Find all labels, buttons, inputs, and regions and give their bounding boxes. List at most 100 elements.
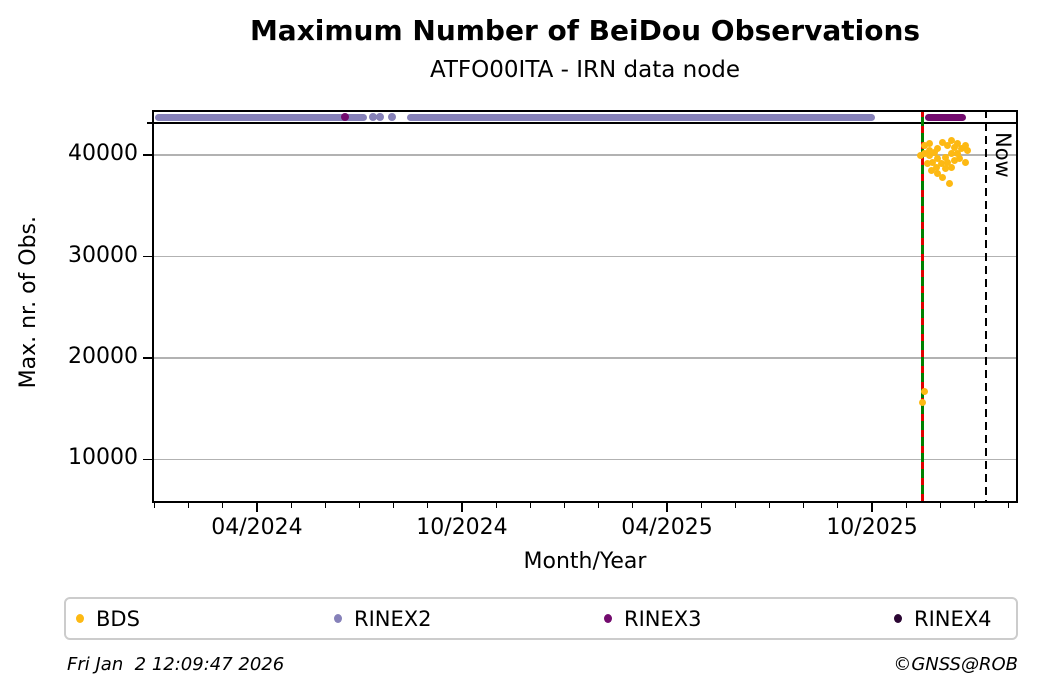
legend-label-rinex3: RINEX3 bbox=[624, 606, 702, 631]
footer-timestamp: Fri Jan 2 12:09:47 2026 bbox=[67, 654, 285, 675]
x-major-tick bbox=[256, 503, 258, 512]
legend-marker-rinex3 bbox=[604, 614, 612, 623]
x-minor-tick bbox=[324, 503, 326, 508]
legend-marker-rinex4 bbox=[894, 614, 902, 623]
bds-point bbox=[928, 166, 936, 174]
x-major-tick bbox=[666, 503, 668, 512]
now-line bbox=[985, 110, 988, 503]
bds-point bbox=[919, 399, 927, 407]
bds-point bbox=[934, 154, 942, 162]
x-major-tick bbox=[461, 503, 463, 512]
x-minor-tick bbox=[188, 503, 190, 508]
x-axis-title: Month/Year bbox=[523, 549, 647, 574]
legend-label-rinex2: RINEX2 bbox=[354, 606, 432, 631]
footer-credit: ©GNSS@ROB bbox=[893, 654, 1018, 675]
rinex2-dot bbox=[369, 113, 377, 122]
x-minor-tick bbox=[563, 503, 566, 508]
x-minor-tick bbox=[734, 503, 736, 508]
event-line bbox=[920, 110, 924, 503]
bds-point bbox=[948, 136, 956, 144]
chart-subtitle: ATFO00ITA - IRN data node bbox=[429, 57, 741, 83]
rinex3-dot bbox=[341, 113, 350, 122]
legend-item-rinex2: RINEX2 bbox=[334, 599, 432, 638]
bds-point bbox=[961, 141, 969, 149]
y-gridline bbox=[152, 357, 1018, 359]
bds-point bbox=[951, 156, 959, 164]
bds-point bbox=[961, 158, 969, 166]
y-tick-label: 10000 bbox=[68, 445, 138, 471]
rinex2-dot bbox=[375, 113, 384, 122]
bds-point bbox=[925, 146, 933, 154]
chart-title: Maximum Number of BeiDou Observations bbox=[249, 14, 921, 47]
y-tick-label: 30000 bbox=[68, 242, 138, 268]
bds-point bbox=[941, 164, 949, 172]
legend-label-bds: BDS bbox=[96, 606, 140, 631]
bds-point bbox=[963, 146, 971, 154]
x-minor-tick bbox=[598, 503, 600, 508]
x-minor-tick bbox=[905, 503, 907, 508]
plot-frame bbox=[152, 110, 1018, 503]
bds-point bbox=[924, 159, 932, 167]
legend-marker-bds bbox=[76, 614, 84, 623]
legend-item-rinex3: RINEX3 bbox=[604, 599, 702, 638]
x-minor-tick bbox=[837, 503, 839, 508]
legend-item-bds: BDS bbox=[76, 599, 140, 638]
x-minor-tick bbox=[427, 503, 429, 508]
legend-label-rinex4: RINEX4 bbox=[914, 606, 992, 631]
x-tick-label: 04/2024 bbox=[211, 515, 303, 540]
x-minor-tick bbox=[529, 503, 531, 508]
rinex3-band bbox=[924, 113, 966, 121]
x-minor-tick bbox=[1008, 503, 1010, 508]
bds-point bbox=[926, 151, 934, 159]
x-minor-tick bbox=[768, 503, 771, 508]
event-line-red-dashes bbox=[920, 110, 924, 503]
bds-point bbox=[954, 139, 962, 147]
bds-point bbox=[944, 141, 952, 149]
bds-point bbox=[926, 139, 934, 147]
bds-point bbox=[939, 173, 947, 181]
x-minor-tick bbox=[153, 503, 156, 508]
x-minor-tick bbox=[632, 503, 634, 508]
x-minor-tick bbox=[495, 503, 497, 508]
x-minor-tick bbox=[290, 503, 292, 508]
bds-point bbox=[917, 151, 925, 159]
x-tick-label: 10/2024 bbox=[416, 515, 508, 540]
bds-point bbox=[948, 163, 956, 171]
bds-point bbox=[921, 388, 929, 396]
bds-point bbox=[921, 141, 929, 149]
y-tick bbox=[143, 255, 152, 258]
bds-point bbox=[948, 149, 956, 157]
legend-marker-rinex2 bbox=[334, 614, 342, 623]
x-minor-tick bbox=[358, 503, 361, 508]
rinex2-band bbox=[154, 113, 367, 121]
x-minor-tick bbox=[803, 503, 805, 508]
x-minor-tick bbox=[393, 503, 395, 508]
plot-area: 40000 30000 20000 10000 04/2024 10/2024 04/202… bbox=[68, 110, 1018, 540]
now-label: Now bbox=[991, 132, 1016, 178]
legend-item-rinex4: RINEX4 bbox=[894, 599, 992, 638]
y-axis-title: Max. nr. of Obs. bbox=[16, 216, 41, 389]
rinex2-band bbox=[407, 113, 875, 121]
x-minor-tick bbox=[939, 503, 941, 508]
y-gridline bbox=[152, 458, 1018, 461]
y-tick-label: 20000 bbox=[68, 343, 138, 369]
x-tick-label: 04/2025 bbox=[621, 515, 713, 540]
rinex2-dot bbox=[388, 113, 397, 122]
bds-point bbox=[944, 158, 952, 166]
y-tick bbox=[143, 154, 152, 156]
y-gridline bbox=[152, 255, 1018, 258]
y-gridline bbox=[152, 154, 1018, 156]
bds-point bbox=[946, 179, 954, 187]
bds-point bbox=[933, 163, 941, 171]
x-minor-tick bbox=[700, 503, 702, 508]
threshold-line bbox=[147, 122, 1018, 125]
x-minor-tick bbox=[973, 503, 976, 508]
bds-point bbox=[951, 143, 959, 151]
bds-point bbox=[931, 148, 939, 156]
bds-point bbox=[934, 144, 942, 152]
bds-point bbox=[934, 169, 942, 177]
y-tick bbox=[143, 458, 152, 461]
x-major-tick bbox=[871, 503, 873, 512]
bds-point bbox=[939, 138, 947, 146]
bds-point bbox=[956, 154, 964, 162]
